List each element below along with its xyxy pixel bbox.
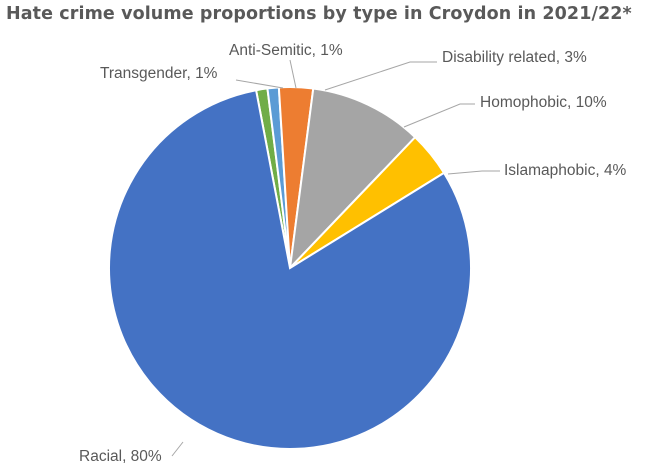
leader-line [289, 59, 297, 89]
leader-lines [171, 59, 500, 457]
data-label: Homophobic, 10% [480, 94, 607, 111]
leader-line [324, 61, 437, 91]
data-label: Transgender, 1% [100, 65, 218, 82]
chart-title: Hate crime volume proportions by type in… [6, 4, 632, 24]
slice-labels: Transgender, 1% Anti-Semitic, 1% Disabilit… [79, 42, 627, 465]
data-label: Islamaphobic, 4% [504, 162, 627, 179]
data-label: Racial, 80% [79, 448, 162, 465]
pie-slice-homophobic [288, 87, 417, 271]
leader-line [447, 170, 500, 175]
data-label: Anti-Semitic, 1% [229, 42, 343, 59]
pie-slice-racial [108, 89, 472, 450]
pie-slices [108, 86, 472, 450]
leader-line [171, 441, 184, 457]
leader-line [235, 79, 284, 89]
data-label: Disability related, 3% [442, 49, 587, 66]
leader-line [403, 103, 475, 128]
